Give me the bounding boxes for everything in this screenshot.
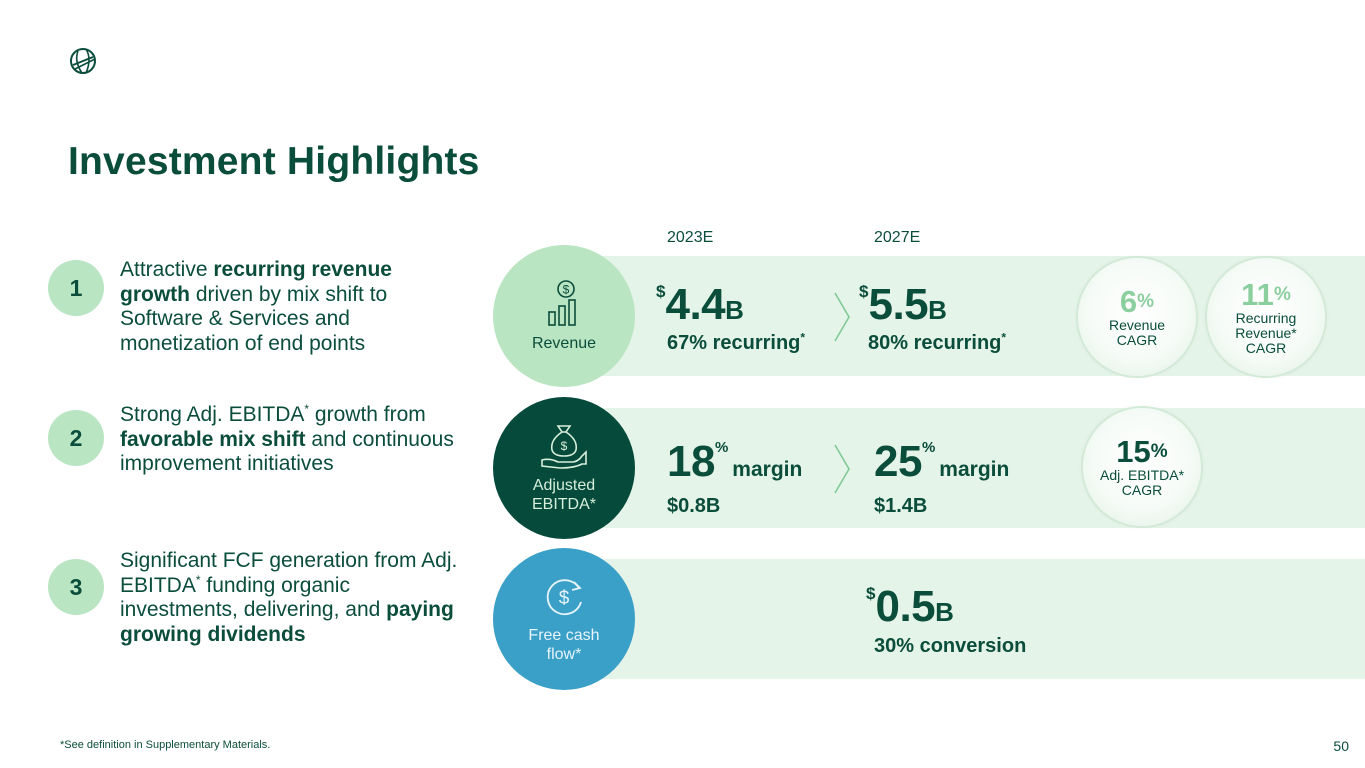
highlight-text: Strong Adj. EBITDA* growth from favorabl… [120,403,465,477]
fcf-conversion: 30% conversion [874,635,1027,657]
highlight-text-part: recurring revenue growth [120,258,392,306]
revenue-2027-recurring: 80% recurring* [868,330,1007,354]
highlight-text-part: * [304,402,310,416]
fcf-category-circle: $ Free cash flow* [493,548,635,690]
svg-text:$: $ [563,282,570,296]
svg-text:$: $ [561,439,568,453]
fcf-band [600,559,1365,679]
ebitda-band [600,408,1365,528]
page-title: Investment Highlights [68,140,480,183]
highlight-text-part: paying growing dividends [120,598,454,646]
ebitda-2023-amount: $0.8B [667,495,721,517]
money-bag-hand-icon: $ [541,425,587,469]
recurring-revenue-cagr-bubble: 11% Recurring Revenue* CAGR [1207,258,1325,376]
year-2027-label: 2027E [874,229,921,246]
revenue-2023-value: $4.4B [656,280,744,329]
highlight-text: Significant FCF generation from Adj. EBI… [120,549,465,647]
ebitda-2027-amount: $1.4B [874,495,928,517]
highlight-text-part: driven by mix shift to Software & Servic… [120,282,388,355]
revenue-chart-icon: $ [548,279,576,326]
fcf-2027-value: $0.5B [866,582,954,631]
highlight-text-part: growth from [309,403,426,426]
highlight-text-part: and continuous improvement initiatives [120,427,454,476]
ebitda-category-circle: $ Adjusted EBITDA* [493,397,635,539]
highlight-text-part: favorable mix shift [120,427,306,451]
highlight-number: 3 [48,559,104,615]
year-2023-label: 2023E [667,229,714,246]
chevron-right-icon [834,444,850,494]
ebitda-cagr-bubble: 15% Adj. EBITDA* CAGR [1083,408,1201,526]
revenue-label: Revenue [531,334,597,352]
highlight-text: Attractive recurring revenue growth driv… [120,258,465,356]
ebitda-label: Adjusted EBITDA* [531,477,596,513]
highlight-text-part: Attractive [120,258,214,281]
highlight-text-part: * [195,572,201,587]
ebitda-2027-margin: 25%margin [874,437,1010,486]
fcf-label: Free cash flow* [528,627,600,663]
footnote: *See definition in Supplementary Materia… [60,739,271,751]
page-number: 50 [1333,738,1349,754]
highlight-text-part: funding organic investments, delivering,… [120,573,387,622]
dollar-cycle-icon: $ [546,579,582,616]
chevron-right-icon [834,292,850,342]
revenue-2027-value: $5.5B [859,280,947,329]
highlight-number: 2 [48,410,104,466]
globe-logo-icon [70,48,96,74]
ebitda-2023-margin: 18%margin [667,437,803,486]
revenue-2023-recurring: 67% recurring* [667,330,806,354]
revenue-category-circle: $ Revenue [493,245,635,387]
highlight-text-part: Significant FCF generation from Adj. EBI… [120,549,458,597]
highlight-text-part: Strong Adj. EBITDA [120,403,305,426]
svg-text:$: $ [559,588,570,609]
revenue-cagr-bubble: 6% Revenue CAGR [1078,258,1196,376]
highlight-number: 1 [48,260,104,316]
